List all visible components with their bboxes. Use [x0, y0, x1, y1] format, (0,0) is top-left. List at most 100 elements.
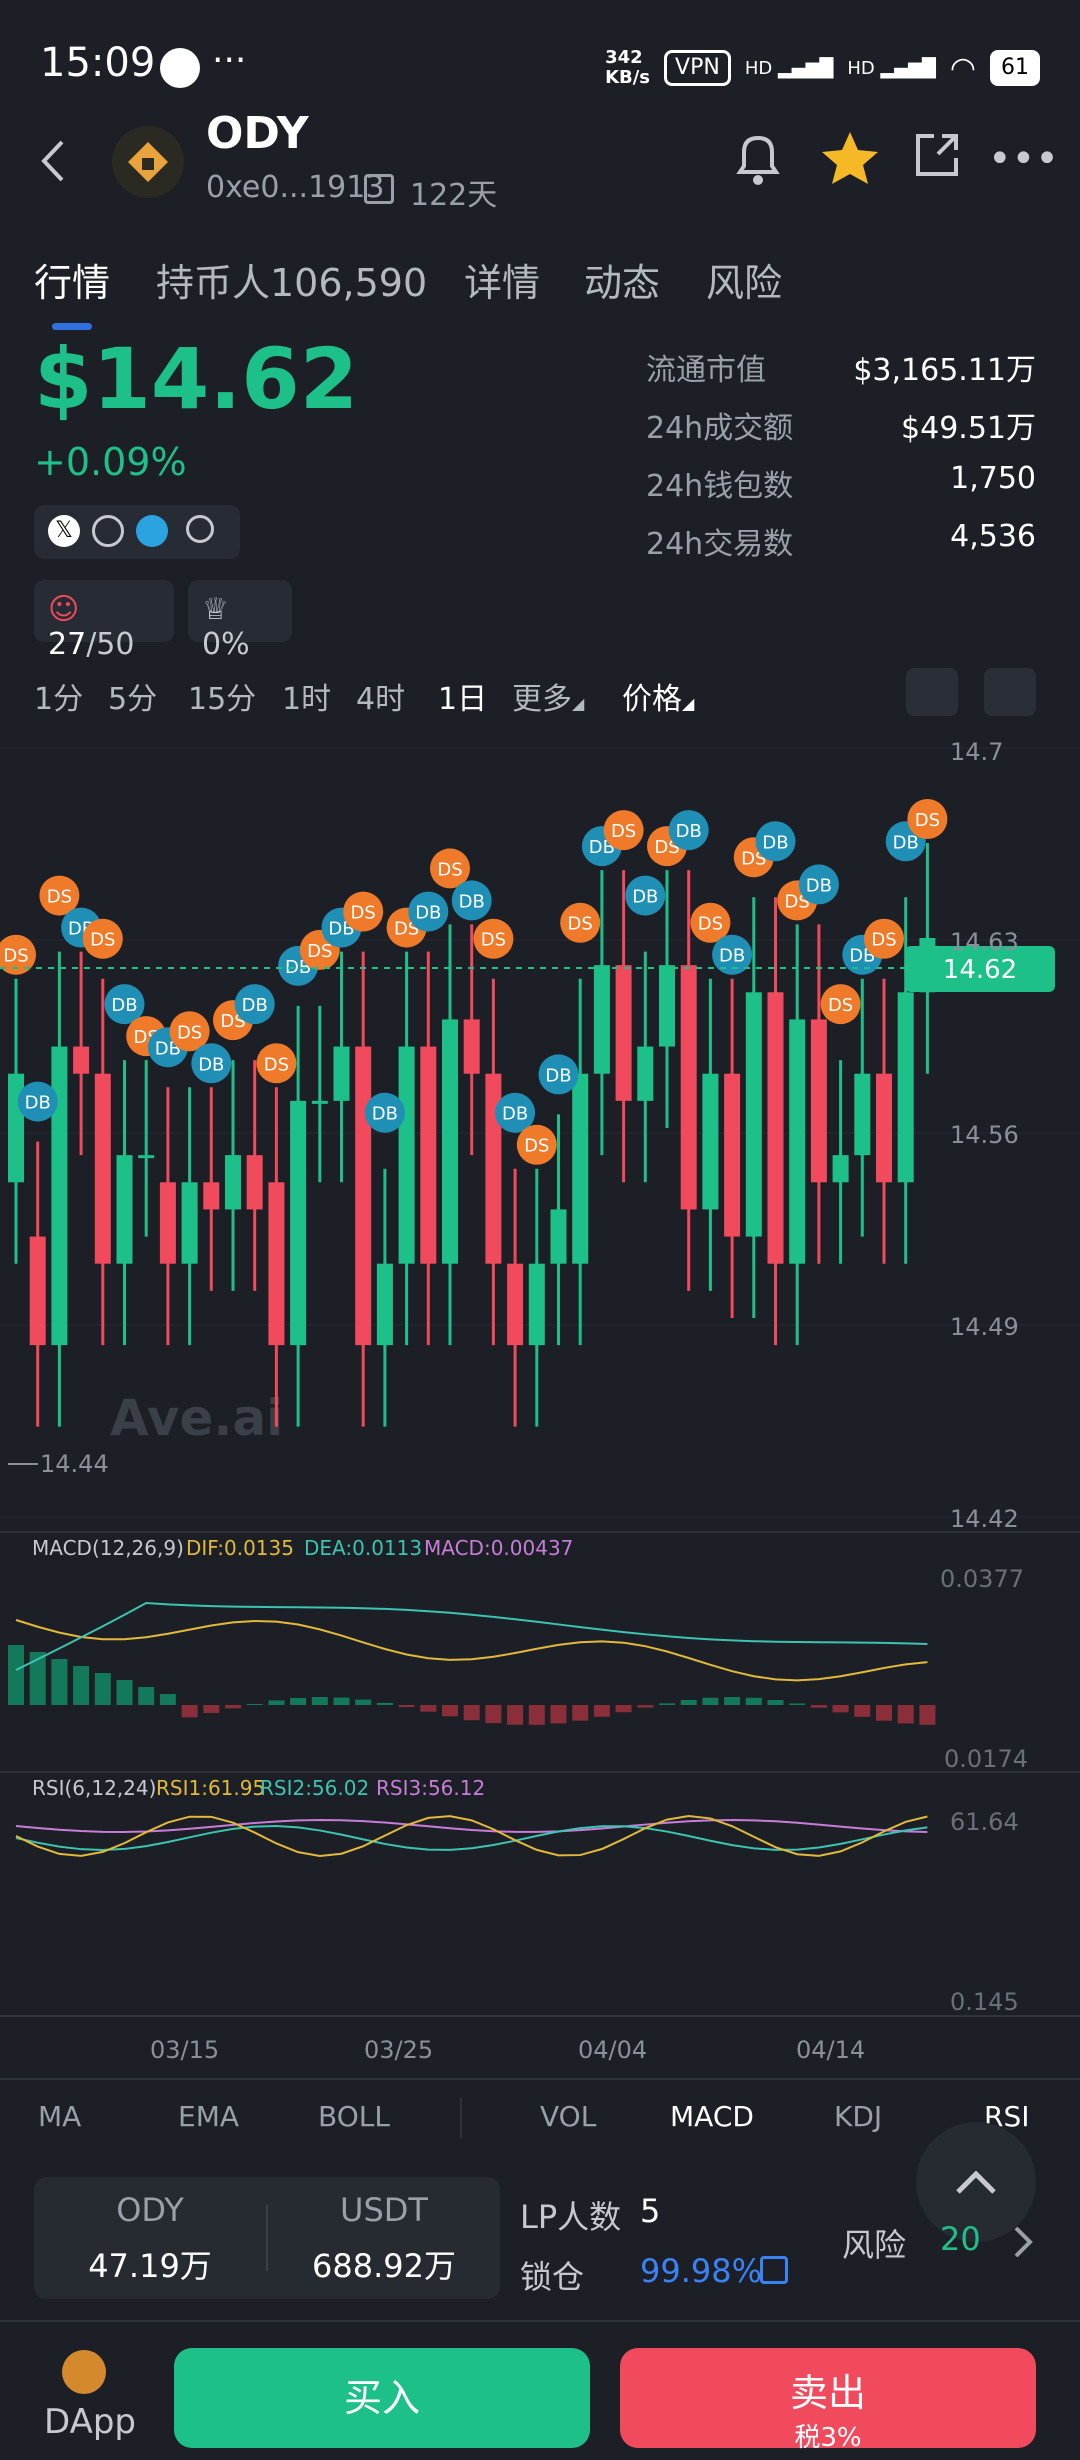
- price-chart[interactable]: Ave.ai DSDBDSDBDSDBDSDBDSDBDSDBDSDBDSDBD…: [0, 720, 1080, 2040]
- trade-marker[interactable]: [755, 821, 796, 862]
- trade-marker[interactable]: [712, 934, 753, 975]
- trade-marker-label: DS: [307, 941, 332, 962]
- trade-marker[interactable]: [538, 1054, 579, 1095]
- macd-bar: [810, 1705, 827, 1708]
- price-type-select[interactable]: 价格◢: [622, 674, 694, 718]
- trade-marker[interactable]: [820, 984, 861, 1025]
- y-tick-0: 14.7: [950, 738, 1003, 766]
- holders-count: 27: [48, 627, 87, 662]
- trade-marker[interactable]: [560, 902, 601, 943]
- ind-tab-kdj[interactable]: KDJ: [834, 2100, 883, 2133]
- ind-tab-vol[interactable]: VOL: [540, 2100, 597, 2133]
- trade-marker[interactable]: [17, 1081, 58, 1122]
- risk-label: 风险: [842, 2226, 907, 2264]
- trade-marker-label: DS: [524, 1136, 549, 1157]
- token-address[interactable]: 0xe0...1913: [206, 170, 385, 205]
- trade-marker[interactable]: [0, 934, 36, 975]
- interval-1m[interactable]: 1分: [34, 682, 84, 717]
- interval-15m[interactable]: 15分: [188, 682, 257, 717]
- back-arrow-icon[interactable]: [38, 138, 68, 184]
- trade-marker-label: DB: [893, 832, 919, 853]
- candle-body: [854, 1073, 871, 1156]
- trade-marker[interactable]: [864, 918, 904, 959]
- trade-marker[interactable]: [234, 984, 275, 1025]
- tab-risk[interactable]: 风险: [706, 261, 783, 305]
- tax-pill[interactable]: ♕ 0%: [188, 580, 292, 662]
- candle-body: [659, 965, 675, 1047]
- trade-marker[interactable]: [516, 1124, 557, 1165]
- trade-marker[interactable]: [256, 1043, 297, 1084]
- indicator-line: [15, 1601, 928, 1671]
- globe-icon[interactable]: [92, 515, 124, 547]
- copy-icon[interactable]: [364, 174, 394, 204]
- macd-bar: [897, 1705, 914, 1724]
- macd-bar: [290, 1697, 307, 1705]
- holders-pill[interactable]: ☺ 27/50: [34, 580, 174, 662]
- share-icon[interactable]: [912, 130, 962, 180]
- telegram-icon[interactable]: [136, 515, 168, 547]
- risk-value[interactable]: 20: [940, 2220, 981, 2258]
- trade-marker[interactable]: [364, 1092, 405, 1133]
- rsi-bottom: 0.145: [950, 1988, 1019, 2016]
- dropdown-icon: ◢: [572, 694, 585, 713]
- trade-marker[interactable]: [343, 891, 384, 932]
- trade-marker[interactable]: [668, 810, 709, 851]
- macd-bar: [659, 1703, 675, 1705]
- chevron-right-icon[interactable]: [1010, 2222, 1036, 2262]
- bottom-divider: [0, 2320, 1080, 2322]
- trade-marker[interactable]: [408, 891, 449, 932]
- scroll-top-button[interactable]: [916, 2122, 1036, 2242]
- sell-button[interactable]: 卖出 税3%: [620, 2348, 1036, 2453]
- ind-tab-ema[interactable]: EMA: [178, 2100, 240, 2133]
- qq-icon: [160, 48, 200, 88]
- dapp-label[interactable]: DApp: [44, 2402, 137, 2442]
- trade-marker[interactable]: [82, 918, 123, 959]
- trade-marker[interactable]: [625, 875, 666, 916]
- tab-activity[interactable]: 动态: [584, 261, 661, 305]
- trade-marker[interactable]: [104, 984, 145, 1025]
- trade-marker[interactable]: [39, 875, 80, 916]
- interval-1d[interactable]: 1日: [438, 682, 488, 717]
- candle-body: [572, 1073, 589, 1264]
- trade-marker[interactable]: [495, 1092, 536, 1133]
- x-icon[interactable]: 𝕏: [48, 515, 80, 547]
- ind-tab-boll[interactable]: BOLL: [318, 2100, 390, 2133]
- interval-4h[interactable]: 4时: [356, 682, 406, 717]
- indicator-line: [15, 1825, 928, 1851]
- dapp-icon[interactable]: [62, 2350, 106, 2394]
- ind-tab-macd[interactable]: MACD: [670, 2100, 754, 2133]
- trade-marker[interactable]: [690, 902, 731, 943]
- trade-marker[interactable]: [430, 848, 470, 889]
- trade-marker[interactable]: [907, 799, 948, 839]
- price-value: $14.62: [34, 330, 359, 428]
- interval-1h[interactable]: 1时: [282, 682, 332, 717]
- macd-top: 0.0377: [940, 1565, 1024, 1593]
- trade-marker[interactable]: [169, 1011, 210, 1052]
- star-icon[interactable]: [820, 128, 880, 188]
- candle-body: [420, 1046, 437, 1264]
- candle-body: [225, 1155, 241, 1210]
- lock-value[interactable]: 99.98%: [640, 2252, 763, 2290]
- interval-more[interactable]: 更多◢: [512, 674, 584, 718]
- trade-marker[interactable]: [798, 864, 839, 905]
- drawing-tool-icon[interactable]: [906, 668, 958, 716]
- trade-marker-label: DS: [611, 821, 636, 842]
- token-title: ODY: [206, 108, 309, 159]
- buy-button[interactable]: 买入: [174, 2348, 590, 2448]
- bell-icon[interactable]: [730, 128, 786, 188]
- ind-tab-ma[interactable]: MA: [38, 2100, 82, 2133]
- trade-marker[interactable]: [451, 880, 492, 921]
- search-icon[interactable]: [186, 515, 214, 543]
- trade-marker[interactable]: [191, 1043, 232, 1084]
- stat-value-mcap: $3,165.11万: [853, 353, 1036, 388]
- interval-5m[interactable]: 5分: [108, 682, 158, 717]
- tab-market[interactable]: 行情: [34, 261, 111, 305]
- trade-marker[interactable]: [603, 810, 644, 851]
- tab-holders[interactable]: 持币人106,590: [156, 261, 428, 305]
- trade-marker[interactable]: [473, 918, 514, 959]
- external-link-icon[interactable]: [760, 2256, 788, 2284]
- tab-details[interactable]: 详情: [464, 261, 541, 305]
- more-icon[interactable]: •••: [988, 136, 1059, 182]
- chart-settings-icon[interactable]: [984, 668, 1036, 716]
- trade-marker-label: DB: [25, 1093, 51, 1114]
